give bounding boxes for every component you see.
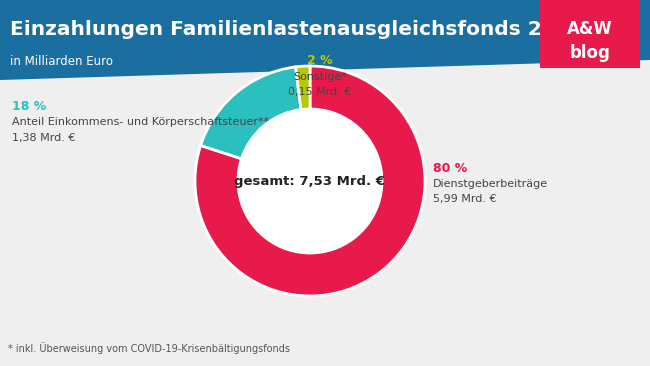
Text: * inkl. Überweisung vom COVID-19-Krisenbältigungsfonds: * inkl. Überweisung vom COVID-19-Krisenb…	[8, 342, 290, 354]
Wedge shape	[296, 66, 310, 109]
Text: Einzahlungen Familienlastenausgleichsfonds 2021: Einzahlungen Familienlastenausgleichsfon…	[10, 20, 584, 39]
Text: blog: blog	[569, 44, 610, 62]
Text: 0,15 Mrd. €: 0,15 Mrd. €	[289, 87, 352, 97]
Text: Sonstige*: Sonstige*	[293, 72, 347, 82]
Polygon shape	[0, 0, 650, 80]
Circle shape	[238, 109, 382, 253]
Text: Anteil Einkommens- und Körperschaftsteuer**: Anteil Einkommens- und Körperschaftsteue…	[12, 117, 269, 127]
Text: Dienstgeberbeiträge: Dienstgeberbeiträge	[433, 179, 548, 189]
FancyBboxPatch shape	[540, 0, 640, 68]
Text: in Milliarden Euro: in Milliarden Euro	[10, 55, 113, 68]
Text: A&W: A&W	[567, 20, 613, 38]
Wedge shape	[195, 66, 425, 296]
Text: 80 %: 80 %	[433, 161, 467, 175]
Text: 5,99 Mrd. €: 5,99 Mrd. €	[433, 194, 497, 204]
Text: gesamt: 7,53 Mrd. €: gesamt: 7,53 Mrd. €	[235, 175, 385, 187]
Wedge shape	[201, 67, 301, 159]
Text: 2 %: 2 %	[307, 55, 333, 67]
Text: 18 %: 18 %	[12, 100, 46, 112]
Text: 1,38 Mrd. €: 1,38 Mrd. €	[12, 133, 75, 143]
